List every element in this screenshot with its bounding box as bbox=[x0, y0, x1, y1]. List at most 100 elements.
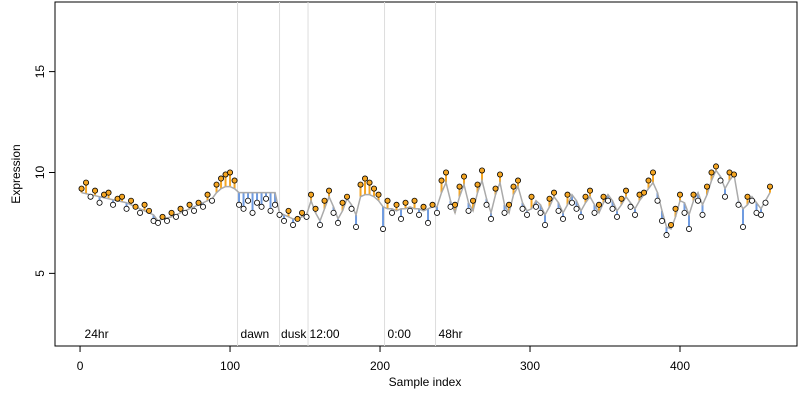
point bbox=[353, 223, 360, 230]
point bbox=[650, 169, 657, 176]
point bbox=[645, 177, 652, 184]
point bbox=[231, 177, 238, 184]
point bbox=[105, 189, 112, 196]
point bbox=[591, 209, 598, 216]
point bbox=[290, 221, 297, 228]
annotation: 24hr bbox=[85, 327, 109, 341]
point bbox=[654, 197, 661, 204]
point bbox=[146, 207, 153, 214]
point bbox=[393, 201, 400, 208]
point bbox=[119, 193, 126, 200]
point bbox=[641, 189, 648, 196]
point bbox=[555, 207, 562, 214]
y-tick-label: 5 bbox=[33, 270, 47, 277]
point bbox=[722, 193, 729, 200]
point bbox=[744, 193, 751, 200]
x-tick-label: 300 bbox=[520, 359, 540, 373]
point bbox=[515, 177, 522, 184]
point bbox=[402, 199, 409, 206]
point bbox=[218, 175, 225, 182]
point bbox=[398, 215, 405, 222]
point bbox=[209, 197, 216, 204]
point bbox=[659, 217, 666, 224]
point bbox=[384, 197, 391, 204]
point bbox=[587, 187, 594, 194]
point bbox=[731, 171, 738, 178]
point bbox=[200, 203, 207, 210]
point bbox=[569, 199, 576, 206]
point bbox=[83, 179, 90, 186]
point bbox=[173, 213, 180, 220]
point bbox=[303, 213, 310, 220]
point bbox=[627, 203, 634, 210]
point bbox=[474, 181, 481, 188]
point bbox=[371, 185, 378, 192]
point bbox=[110, 201, 117, 208]
point bbox=[177, 205, 184, 212]
point bbox=[492, 185, 499, 192]
point bbox=[87, 193, 94, 200]
point bbox=[96, 199, 103, 206]
point bbox=[704, 183, 711, 190]
point bbox=[420, 203, 427, 210]
point bbox=[375, 191, 382, 198]
point bbox=[416, 211, 423, 218]
point bbox=[470, 197, 477, 204]
point bbox=[605, 197, 612, 204]
point bbox=[501, 209, 508, 216]
point bbox=[506, 201, 513, 208]
y-axis-label: Expression bbox=[9, 144, 23, 203]
y-tick-label: 10 bbox=[33, 165, 47, 179]
point bbox=[717, 177, 724, 184]
annotation: 0:00 bbox=[388, 327, 412, 341]
point bbox=[560, 215, 567, 222]
point bbox=[461, 173, 468, 180]
point bbox=[240, 205, 247, 212]
point bbox=[312, 205, 319, 212]
point bbox=[276, 211, 283, 218]
point bbox=[524, 211, 531, 218]
point bbox=[263, 195, 270, 202]
point bbox=[429, 201, 436, 208]
point bbox=[699, 211, 706, 218]
point bbox=[632, 211, 639, 218]
point bbox=[272, 201, 279, 208]
point bbox=[573, 205, 580, 212]
point bbox=[456, 183, 463, 190]
point bbox=[155, 219, 162, 226]
point bbox=[533, 203, 540, 210]
point bbox=[299, 209, 306, 216]
point bbox=[609, 205, 616, 212]
point bbox=[344, 193, 351, 200]
point bbox=[308, 191, 315, 198]
point bbox=[168, 209, 175, 216]
point bbox=[411, 197, 418, 204]
point bbox=[465, 207, 472, 214]
point bbox=[452, 201, 459, 208]
point bbox=[519, 205, 526, 212]
annotation: dusk bbox=[281, 327, 307, 341]
point bbox=[326, 187, 333, 194]
point bbox=[434, 209, 441, 216]
point bbox=[249, 209, 256, 216]
point bbox=[483, 201, 490, 208]
point bbox=[582, 193, 589, 200]
annotation: 48hr bbox=[439, 327, 463, 341]
point bbox=[713, 163, 720, 170]
point bbox=[254, 199, 261, 206]
point bbox=[600, 193, 607, 200]
point bbox=[182, 209, 189, 216]
point bbox=[348, 205, 355, 212]
point bbox=[366, 179, 373, 186]
point bbox=[186, 201, 193, 208]
point bbox=[141, 201, 148, 208]
point bbox=[497, 171, 504, 178]
point bbox=[578, 213, 585, 220]
point bbox=[245, 197, 252, 204]
point bbox=[195, 199, 202, 206]
point bbox=[132, 203, 139, 210]
point bbox=[546, 195, 553, 202]
point bbox=[164, 217, 171, 224]
point bbox=[362, 175, 369, 182]
